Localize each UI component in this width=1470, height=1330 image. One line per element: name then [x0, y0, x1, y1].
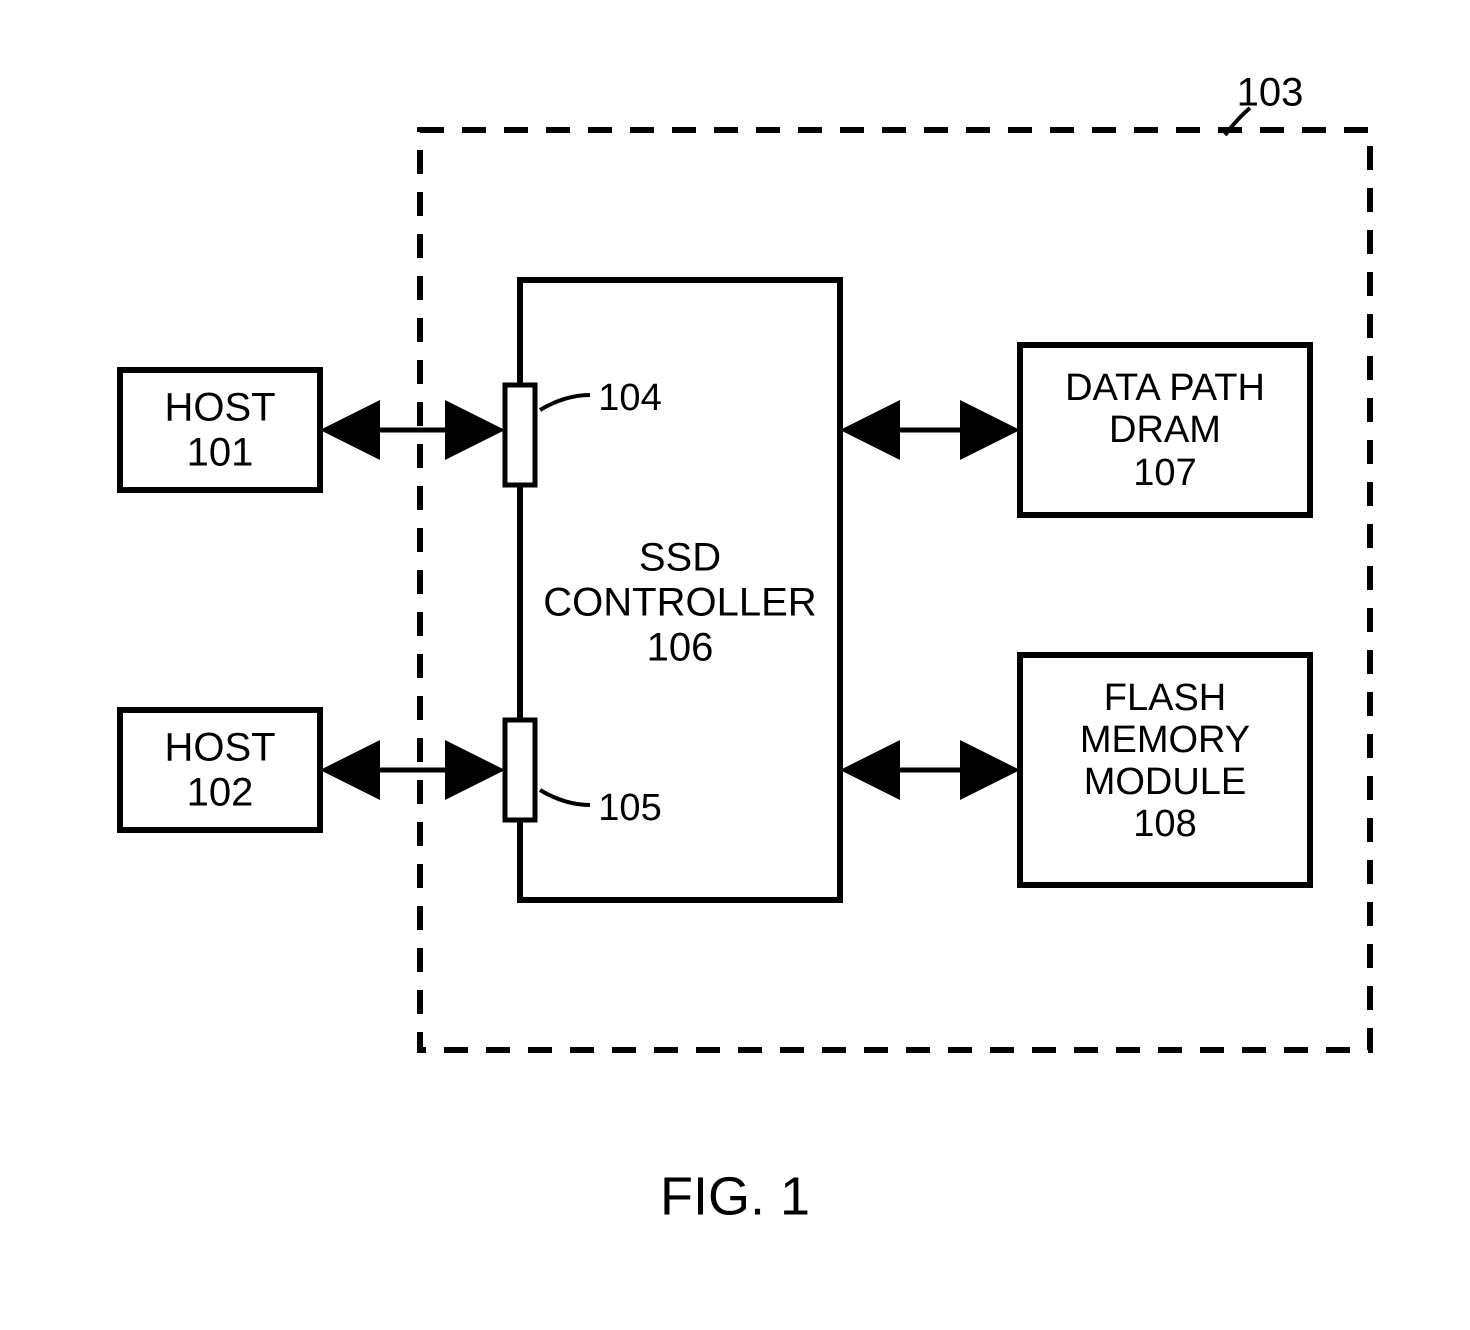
flash-label-2: MEMORY — [1080, 719, 1250, 761]
flash-label-1: FLASH — [1104, 677, 1226, 719]
ssd-controller-label-3: 106 — [647, 626, 714, 670]
flash-label-4: 108 — [1133, 803, 1196, 845]
figure-caption: FIG. 1 — [660, 1166, 810, 1226]
host-102-label-2: 102 — [187, 771, 254, 815]
dram-label-2: DRAM — [1109, 409, 1221, 451]
flash-label-3: MODULE — [1084, 761, 1247, 803]
ref-103-label: 103 — [1237, 71, 1304, 115]
host-101-label-1: HOST — [164, 386, 275, 430]
port-104-label: 104 — [598, 377, 661, 419]
port-105-box — [505, 720, 535, 820]
dram-label-3: 107 — [1133, 452, 1196, 494]
ssd-controller-label-2: CONTROLLER — [543, 581, 816, 625]
host-102-label-1: HOST — [164, 726, 275, 770]
port-104-box — [505, 385, 535, 485]
block-diagram: 103 HOST 101 HOST 102 SSD CONTROLLER 106… — [0, 0, 1470, 1330]
host-101-label-2: 101 — [187, 431, 254, 475]
port-105-label: 105 — [598, 787, 661, 829]
dram-label-1: DATA PATH — [1065, 367, 1265, 409]
ssd-controller-label-1: SSD — [639, 536, 721, 580]
